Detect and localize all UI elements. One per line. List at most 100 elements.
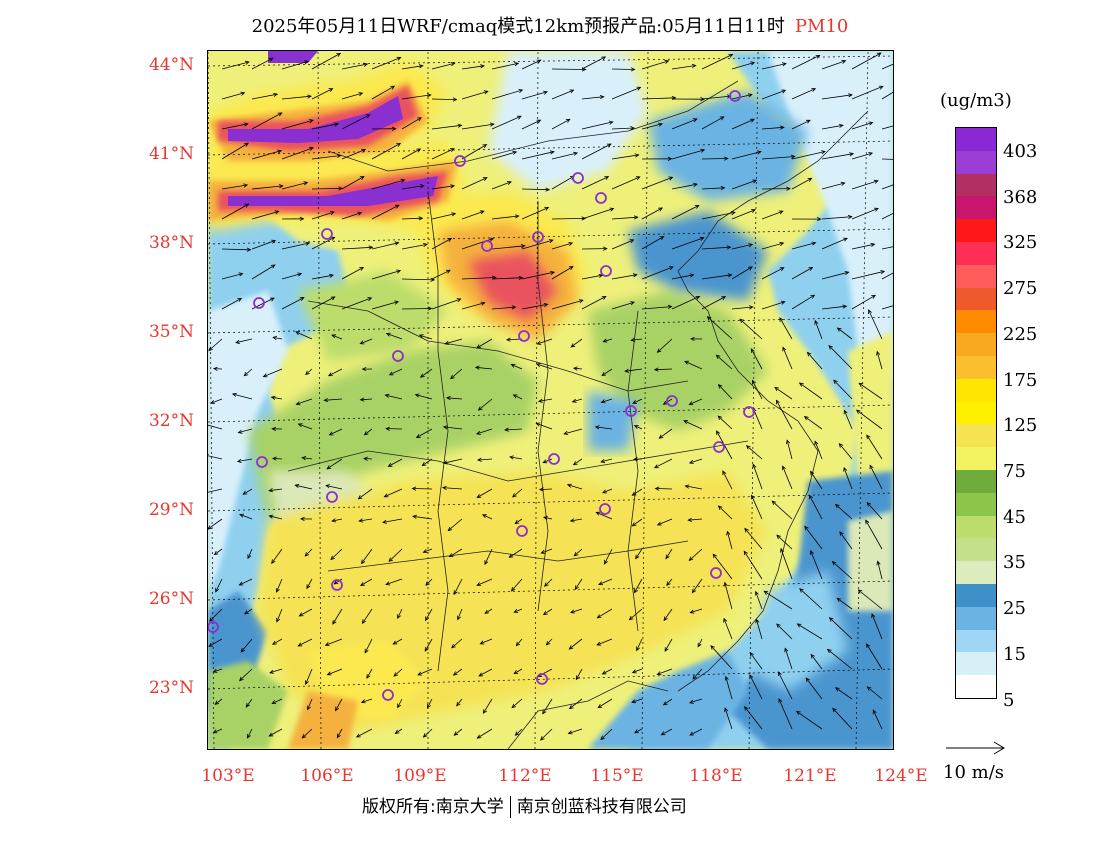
wind-arrow — [423, 728, 433, 738]
wind-arrow-head — [608, 120, 614, 125]
wind-arrow — [281, 61, 309, 70]
wind-arrow — [221, 298, 242, 310]
wind-arrow-head — [811, 241, 817, 246]
wind-arrow-head — [357, 211, 363, 216]
wind-arrow-head — [774, 386, 779, 392]
wind-arrow-head — [306, 584, 311, 590]
wind-arrow — [659, 428, 673, 439]
wind-arrow-head — [239, 513, 245, 518]
wind-arrow — [311, 188, 343, 190]
wind-arrow-head — [442, 425, 448, 430]
wind-arrow-head — [301, 734, 307, 739]
wind-arrow-head — [786, 186, 791, 191]
wind-arrow — [371, 143, 401, 160]
wind-arrow — [791, 267, 813, 280]
wind-arrow — [269, 515, 283, 520]
wind-arrow — [791, 151, 826, 160]
map-panel[interactable] — [207, 50, 894, 750]
wind-arrow-head — [450, 184, 456, 189]
wind-arrow-head — [624, 368, 630, 373]
wind-arrow-head — [632, 399, 637, 404]
wind-arrow-head — [659, 236, 665, 241]
wind-arrow-head — [363, 62, 369, 67]
wind-arrow-head — [706, 316, 712, 321]
wind-arrow — [791, 294, 815, 310]
wind-arrow — [537, 338, 553, 345]
wind-arrow — [731, 179, 757, 190]
wind-arrow-head — [843, 237, 848, 242]
wind-arrow-head — [245, 702, 250, 708]
wind-arrow-head — [780, 300, 786, 305]
wind-arrow — [641, 123, 663, 130]
wind-arrow-head — [545, 187, 551, 192]
wind-arrow-head — [668, 266, 674, 271]
wind-arrow-head — [748, 305, 754, 310]
wind-arrow-head — [208, 642, 214, 647]
lon-label: 124°E — [874, 766, 928, 786]
wind-arrow — [799, 382, 823, 400]
wind-arrow-head — [728, 54, 734, 58]
wind-arrow-head — [799, 588, 804, 593]
wind-arrow — [388, 548, 403, 562]
wind-arrow — [237, 458, 253, 462]
wind-arrow — [476, 338, 493, 349]
wind-arrow-head — [833, 379, 838, 385]
wind-arrow-head — [542, 610, 548, 616]
wind-arrow-head — [566, 483, 572, 488]
wind-arrow-head — [849, 152, 855, 157]
site-marker — [536, 673, 548, 685]
hebei-green-field — [588, 291, 768, 431]
wind-arrow — [450, 368, 463, 379]
wind-arrow — [731, 244, 753, 250]
wind-scale-arrow — [946, 741, 1005, 755]
wind-arrow-head — [479, 640, 485, 645]
wind-arrow — [828, 345, 853, 370]
wind-arrow-head — [239, 676, 244, 682]
wind-arrow — [611, 127, 635, 130]
legend-swatch — [956, 583, 996, 607]
wind-arrow-head — [481, 514, 487, 519]
wind-arrow — [392, 638, 403, 645]
wind-arrow — [581, 96, 604, 100]
wind-arrow — [361, 698, 373, 703]
wind-arrow — [544, 578, 553, 587]
wind-arrow-head — [727, 273, 733, 278]
copyright-label: 版权所有: — [362, 797, 436, 817]
wind-arrow — [244, 368, 253, 377]
chart-title: 2025年05月11日WRF/cmaq模式12km预报产品:05月11日11时 P… — [0, 12, 1100, 38]
wind-arrow-head — [635, 554, 640, 560]
wind-arrow-head — [596, 614, 602, 619]
wind-arrow — [514, 518, 523, 524]
wind-arrow-head — [511, 305, 517, 310]
wind-arrow-head — [334, 122, 340, 127]
wind-arrow — [214, 548, 223, 555]
wind-arrow — [332, 518, 343, 522]
wind-arrow-head — [307, 705, 311, 711]
wind-arrow-head — [382, 519, 387, 524]
wind-arrow — [749, 652, 763, 670]
wind-arrow-head — [691, 63, 697, 69]
wind-arrow-head — [387, 462, 393, 467]
wind-arrow — [782, 347, 793, 370]
legend-swatch — [956, 538, 996, 562]
wind-arrow — [569, 698, 583, 709]
wind-arrow-head — [779, 317, 784, 322]
north-green-patch — [298, 271, 448, 361]
wind-arrow — [661, 728, 673, 736]
sea-pale-band — [848, 511, 893, 611]
wind-arrow — [221, 142, 249, 160]
wind-arrow-head — [568, 266, 574, 271]
wind-arrow — [832, 708, 853, 730]
wind-arrow — [641, 60, 669, 70]
wind-arrow — [358, 488, 373, 500]
wind-arrow-head — [450, 148, 455, 153]
wind-arrow-head — [513, 670, 519, 675]
wind-arrow-head — [814, 319, 819, 325]
wind-arrow — [832, 561, 853, 580]
wind-arrow-head — [447, 238, 453, 243]
pollutant-label: PM10 — [794, 16, 849, 37]
wind-arrow-head — [271, 239, 277, 244]
wind-arrow-head — [516, 115, 522, 120]
site-marker — [548, 453, 560, 465]
wind-arrow — [299, 608, 313, 617]
